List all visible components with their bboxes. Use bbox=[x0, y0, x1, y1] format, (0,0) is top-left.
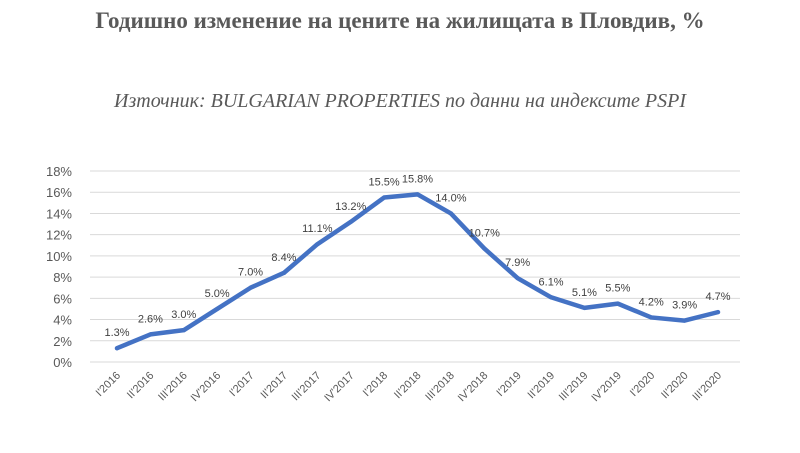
x-tick-label: III'2016 bbox=[156, 370, 190, 404]
x-tick-label: I'2018 bbox=[361, 370, 390, 399]
data-label: 5.0% bbox=[205, 288, 230, 300]
data-label: 4.7% bbox=[705, 291, 730, 303]
data-point bbox=[415, 192, 420, 197]
data-label: 5.5% bbox=[605, 283, 630, 295]
data-label: 8.4% bbox=[271, 252, 296, 264]
x-tick-label: III'2018 bbox=[423, 370, 457, 404]
data-label: 10.7% bbox=[469, 227, 500, 239]
data-label: 5.1% bbox=[572, 287, 597, 299]
data-point bbox=[148, 332, 153, 337]
x-tick-label: IV'2019 bbox=[589, 370, 624, 405]
data-point bbox=[281, 270, 286, 275]
x-tick-label: III'2019 bbox=[557, 370, 591, 404]
x-tick-label: IV'2018 bbox=[456, 370, 491, 405]
data-label: 13.2% bbox=[335, 201, 366, 213]
data-label: 3.9% bbox=[672, 300, 697, 312]
data-point bbox=[248, 285, 253, 290]
data-point bbox=[549, 295, 554, 300]
x-tick-label: I'2016 bbox=[94, 370, 123, 399]
data-point bbox=[515, 276, 520, 281]
data-label: 3.0% bbox=[171, 309, 196, 321]
data-label: 7.9% bbox=[505, 257, 530, 269]
data-point bbox=[482, 246, 487, 251]
y-tick-label: 6% bbox=[53, 291, 72, 306]
data-point bbox=[215, 306, 220, 311]
x-tick-label: I'2020 bbox=[628, 370, 657, 399]
data-label: 7.0% bbox=[238, 267, 263, 279]
data-label: 14.0% bbox=[435, 192, 466, 204]
x-tick-label: II'2018 bbox=[392, 370, 424, 402]
data-point bbox=[682, 318, 687, 323]
data-point bbox=[582, 305, 587, 310]
x-tick-label: II'2016 bbox=[125, 370, 157, 402]
y-tick-label: 10% bbox=[46, 249, 72, 264]
data-point bbox=[115, 346, 119, 351]
data-label: 15.8% bbox=[402, 173, 433, 185]
data-label: 1.3% bbox=[104, 327, 129, 339]
x-tick-label: III'2020 bbox=[690, 370, 724, 404]
data-point bbox=[716, 310, 720, 315]
data-label: 15.5% bbox=[369, 177, 400, 189]
x-tick-label: II'2017 bbox=[258, 370, 290, 402]
data-point bbox=[615, 301, 620, 306]
chart-title: Годишно изменение на цените на жилищата … bbox=[95, 8, 705, 33]
data-point bbox=[181, 328, 186, 333]
data-point bbox=[348, 219, 353, 224]
series-line bbox=[114, 192, 721, 351]
y-tick-label: 14% bbox=[46, 206, 72, 221]
x-tick-label: IV'2017 bbox=[322, 370, 357, 405]
y-tick-label: 18% bbox=[46, 164, 72, 179]
x-tick-label: IV'2016 bbox=[189, 370, 224, 405]
y-tick-label: 16% bbox=[46, 185, 72, 200]
x-tick-label: I'2017 bbox=[227, 370, 256, 399]
y-tick-label: 2% bbox=[53, 334, 72, 349]
data-point bbox=[448, 211, 453, 216]
data-label: 2.6% bbox=[138, 313, 163, 325]
chart-subtitle: Източник: BULGARIAN PROPERTIES по данни … bbox=[114, 90, 686, 112]
data-label: 11.1% bbox=[302, 223, 333, 235]
y-tick-label: 4% bbox=[53, 313, 72, 328]
y-tick-label: 8% bbox=[53, 270, 72, 285]
y-tick-label: 12% bbox=[46, 228, 72, 243]
data-point bbox=[649, 315, 654, 320]
data-label: 6.1% bbox=[539, 276, 564, 288]
y-tick-label: 0% bbox=[53, 355, 72, 370]
data-point bbox=[315, 242, 320, 247]
x-tick-label: III'2017 bbox=[290, 370, 324, 404]
data-point bbox=[382, 195, 387, 200]
x-tick-label: II'2019 bbox=[526, 370, 558, 402]
data-label: 4.2% bbox=[639, 296, 664, 308]
x-tick-label: II'2020 bbox=[659, 370, 691, 402]
x-tick-label: I'2019 bbox=[494, 370, 523, 399]
